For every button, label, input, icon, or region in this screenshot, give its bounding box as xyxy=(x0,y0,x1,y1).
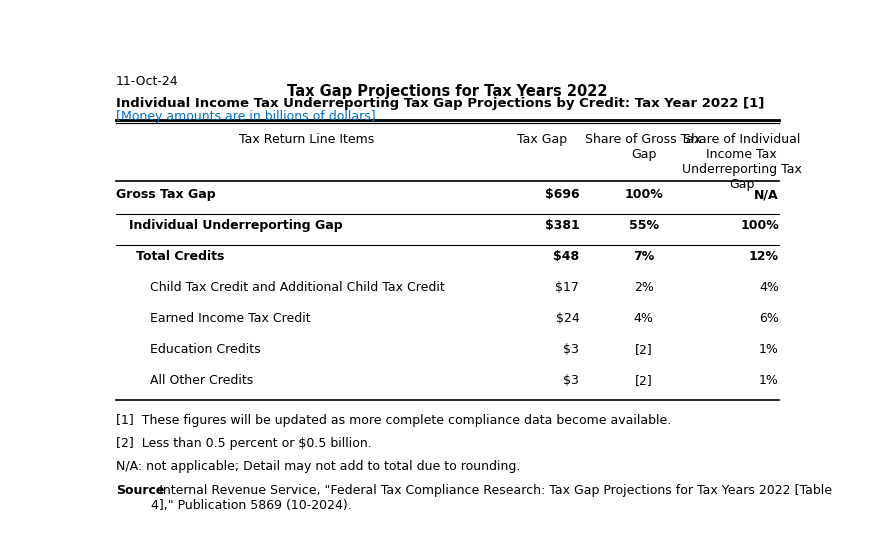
Text: 100%: 100% xyxy=(740,219,779,233)
Text: 4%: 4% xyxy=(759,281,779,294)
Text: [2]: [2] xyxy=(635,374,652,387)
Text: $696: $696 xyxy=(545,188,580,201)
Text: Share of Gross Tax
Gap: Share of Gross Tax Gap xyxy=(586,133,702,161)
Text: $3: $3 xyxy=(563,343,580,356)
Text: Source: Source xyxy=(116,484,164,496)
Text: [1]  These figures will be updated as more complete compliance data become avail: [1] These figures will be updated as mor… xyxy=(116,414,671,426)
Text: 2%: 2% xyxy=(634,281,654,294)
Text: 12%: 12% xyxy=(749,250,779,263)
Text: [2]: [2] xyxy=(635,343,652,356)
Text: Total Credits: Total Credits xyxy=(136,250,224,263)
Text: 4%: 4% xyxy=(634,312,654,325)
Text: Individual Underreporting Gap: Individual Underreporting Gap xyxy=(129,219,343,233)
Text: $17: $17 xyxy=(555,281,580,294)
Text: Tax Gap: Tax Gap xyxy=(517,133,567,145)
Text: Child Tax Credit and Additional Child Tax Credit: Child Tax Credit and Additional Child Ta… xyxy=(150,281,444,294)
Text: Tax Gap Projections for Tax Years 2022: Tax Gap Projections for Tax Years 2022 xyxy=(287,84,608,99)
Text: 7%: 7% xyxy=(633,250,654,263)
Text: [2]  Less than 0.5 percent or $0.5 billion.: [2] Less than 0.5 percent or $0.5 billio… xyxy=(116,437,372,450)
Text: 55%: 55% xyxy=(629,219,658,233)
Text: 6%: 6% xyxy=(759,312,779,325)
Text: [Money amounts are in billions of dollars]: [Money amounts are in billions of dollar… xyxy=(116,110,375,123)
Text: $381: $381 xyxy=(545,219,580,233)
Text: $3: $3 xyxy=(563,374,580,387)
Text: 1%: 1% xyxy=(759,374,779,387)
Text: N/A: not applicable; Detail may not add to total due to rounding.: N/A: not applicable; Detail may not add … xyxy=(116,460,520,473)
Text: Earned Income Tax Credit: Earned Income Tax Credit xyxy=(150,312,310,325)
Text: Share of Individual
Income Tax
Underreporting Tax
Gap: Share of Individual Income Tax Underrepo… xyxy=(682,133,801,191)
Text: Tax Return Line Items: Tax Return Line Items xyxy=(239,133,375,145)
Text: : Internal Revenue Service, "Federal Tax Compliance Research: Tax Gap Projection: : Internal Revenue Service, "Federal Tax… xyxy=(151,484,832,511)
Text: 1%: 1% xyxy=(759,343,779,356)
Text: All Other Credits: All Other Credits xyxy=(150,374,253,387)
Text: N/A: N/A xyxy=(754,188,779,201)
Text: $24: $24 xyxy=(555,312,580,325)
Text: 11-Oct-24: 11-Oct-24 xyxy=(116,75,178,89)
Text: 100%: 100% xyxy=(624,188,663,201)
Text: Individual Income Tax Underreporting Tax Gap Projections by Credit: Tax Year 202: Individual Income Tax Underreporting Tax… xyxy=(116,96,764,110)
Text: $48: $48 xyxy=(553,250,580,263)
Text: Gross Tax Gap: Gross Tax Gap xyxy=(116,188,216,201)
Text: Education Credits: Education Credits xyxy=(150,343,260,356)
